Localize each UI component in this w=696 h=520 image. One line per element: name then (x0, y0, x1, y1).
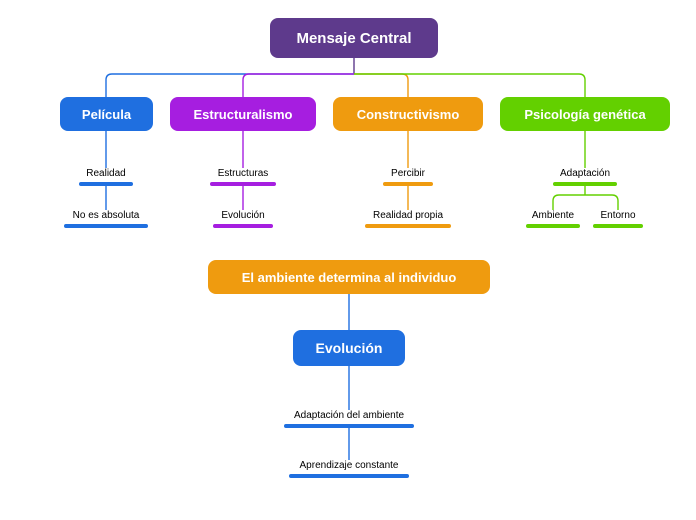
leaf-label: Adaptación (560, 168, 610, 179)
leaf-label: Percibir (391, 168, 425, 179)
leaf-label: Entorno (600, 210, 635, 221)
leaf-underline (553, 182, 617, 186)
leaf-underline (64, 224, 148, 228)
leaf-label: Realidad propia (373, 210, 443, 221)
root-node: Mensaje Central (270, 18, 438, 58)
leaf-label: Ambiente (532, 210, 574, 221)
branch-pelicula: Película (60, 97, 153, 131)
leaf-label: No es absoluta (73, 210, 140, 221)
branch-psicologia-genetica: Psicología genética (500, 97, 670, 131)
branch-constructivismo: Constructivismo (333, 97, 483, 131)
leaf-underline (365, 224, 451, 228)
leaf-underline (289, 474, 409, 478)
leaf-label: Adaptación del ambiente (294, 410, 404, 421)
leaf-underline (526, 224, 580, 228)
leaf-underline (383, 182, 433, 186)
node-evolucion: Evolución (293, 330, 405, 366)
leaf-label: Aprendizaje constante (300, 460, 399, 471)
leaf-underline (593, 224, 643, 228)
leaf-underline (213, 224, 273, 228)
leaf-underline (284, 424, 414, 428)
leaf-label: Realidad (86, 168, 125, 179)
leaf-label: Estructuras (218, 168, 269, 179)
branch-estructuralismo: Estructuralismo (170, 97, 316, 131)
leaf-underline (79, 182, 133, 186)
leaf-label: Evolución (221, 210, 264, 221)
node-ambiente-determina: El ambiente determina al individuo (208, 260, 490, 294)
leaf-underline (210, 182, 276, 186)
